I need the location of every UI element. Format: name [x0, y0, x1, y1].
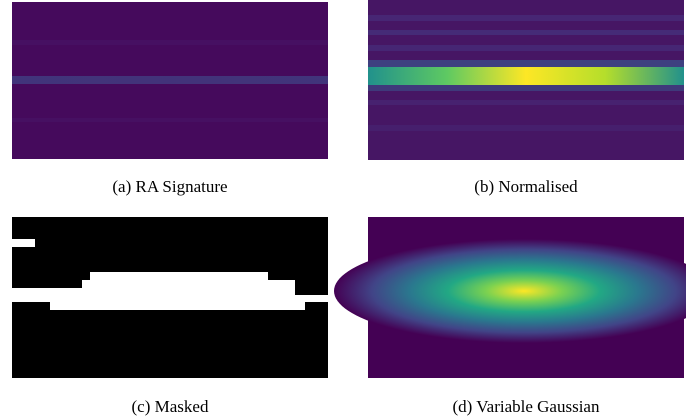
caption: (a) RA Signature: [112, 177, 227, 196]
caption: (d) Variable Gaussian: [453, 397, 600, 416]
panel-a: [12, 2, 328, 159]
figure: (a) RA Signature (b) Normalised (c) Mask…: [0, 0, 686, 419]
panel-d: [334, 217, 686, 378]
caption: (c) Masked: [132, 397, 209, 416]
caption: (b) Normalised: [474, 177, 578, 196]
panel-c: [12, 217, 328, 378]
panel-b: [368, 0, 684, 160]
